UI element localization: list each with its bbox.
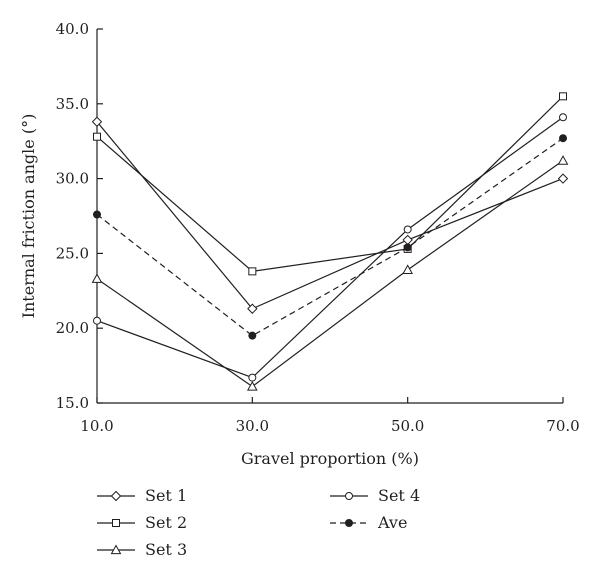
x-tick-label: 70.0	[546, 417, 579, 435]
legend-label: Set 1	[145, 486, 187, 505]
legend-label: Set 4	[378, 486, 420, 505]
series-line	[96, 116, 564, 379]
y-tick-label: 35.0	[56, 95, 89, 113]
series-ave	[93, 134, 567, 340]
series-layer	[91, 92, 569, 391]
data-point	[247, 303, 258, 314]
axes: 15.0 20.0 25.0 30.0 35.0 40.0 10.0 30.0 50.0 70.0…	[19, 20, 580, 468]
data-point	[557, 173, 569, 184]
y-tick-label: 20.0	[56, 319, 89, 337]
data-point	[93, 316, 101, 325]
data-point	[559, 134, 567, 143]
y-tick-label: 25.0	[56, 244, 89, 262]
x-axis-title: Gravel proportion (%)	[241, 449, 419, 468]
series-line	[96, 160, 564, 388]
series-set-4	[93, 113, 567, 382]
data-point	[93, 132, 101, 141]
data-point	[403, 243, 412, 252]
legend-item-set-3: Set 3	[97, 540, 187, 559]
y-axis-title: Internal friction angle (°)	[19, 114, 38, 319]
series-line	[96, 121, 564, 310]
series-line	[96, 137, 564, 337]
data-point	[557, 155, 569, 165]
series-line	[96, 95, 564, 272]
legend-marker	[345, 492, 353, 500]
data-point	[248, 267, 257, 276]
legend-item-set-1: Set 1	[97, 486, 187, 505]
legend-item-set-2: Set 2	[97, 513, 187, 532]
legend-marker	[345, 519, 353, 527]
legend-marker	[112, 519, 120, 527]
data-point	[402, 234, 413, 246]
x-tick-label: 30.0	[236, 417, 269, 435]
legend-item-ave: Ave	[330, 513, 407, 532]
y-tick-label: 15.0	[56, 394, 89, 412]
legend-marker	[110, 544, 122, 555]
series-set-3	[91, 155, 569, 391]
data-point	[91, 116, 103, 127]
legend-label: Set 2	[145, 513, 187, 532]
y-tick-label: 30.0	[56, 170, 89, 188]
data-point	[402, 264, 414, 274]
data-point	[248, 373, 257, 382]
y-tick-label: 40.0	[56, 20, 89, 38]
data-point	[559, 113, 567, 122]
x-tick-label: 10.0	[80, 417, 113, 435]
series-set-2	[93, 92, 567, 276]
legend-marker	[110, 490, 122, 502]
data-point	[91, 273, 103, 283]
legend-item-set-4: Set 4	[330, 486, 420, 505]
x-tick-label: 50.0	[391, 417, 424, 435]
data-point	[559, 92, 567, 101]
data-point	[403, 225, 412, 234]
series-set-1	[91, 116, 569, 314]
data-point	[93, 210, 101, 219]
legend: Set 1 Set 2 Set 3 Set 4 Ave	[97, 486, 420, 559]
data-point	[248, 331, 257, 340]
legend-label: Ave	[377, 513, 407, 532]
data-point	[246, 381, 258, 391]
legend-label: Set 3	[145, 540, 187, 559]
